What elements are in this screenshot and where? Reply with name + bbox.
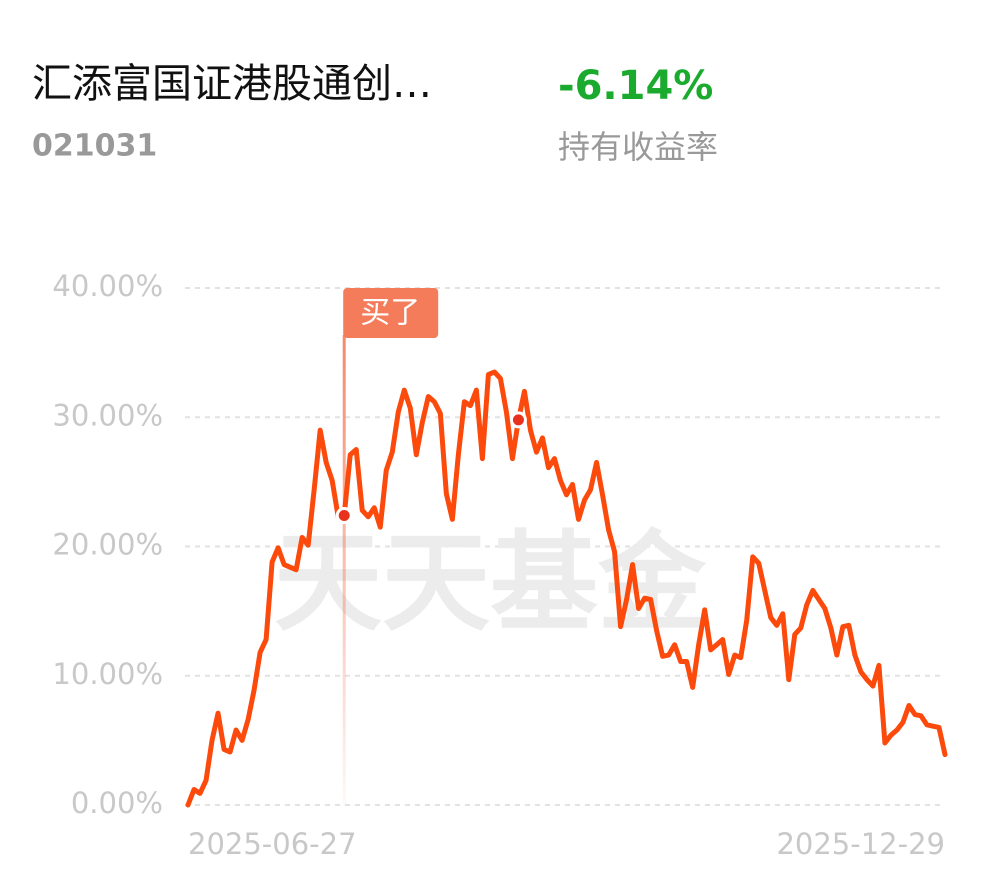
fund-code: 021031 [32,129,157,164]
buy-label: 买了 [360,296,420,331]
x-tick-label: 2025-12-29 [776,827,945,861]
chart: 0.00% 10.00% 20.00% 30.00% 40.00% 天天基金 2025-06… [52,269,948,861]
return-value: -6.14% [558,63,713,109]
trade-marker [509,411,527,429]
return-label: 持有收益率 [558,128,718,166]
x-tick-label: 2025-06-27 [188,827,357,861]
y-tick-label: 10.00% [52,657,163,691]
trade-marker [335,506,353,524]
y-tick-label: 0.00% [71,786,163,820]
buy-label-box [343,288,439,338]
fund-title: 汇添富国证港股通创… [32,61,432,107]
y-tick-label: 30.00% [52,398,163,432]
y-tick-label: 40.00% [52,269,163,303]
buy-line [342,335,346,805]
y-tick-label: 20.00% [52,528,163,562]
line-series [185,369,948,808]
watermark: 天天基金 [274,520,707,646]
